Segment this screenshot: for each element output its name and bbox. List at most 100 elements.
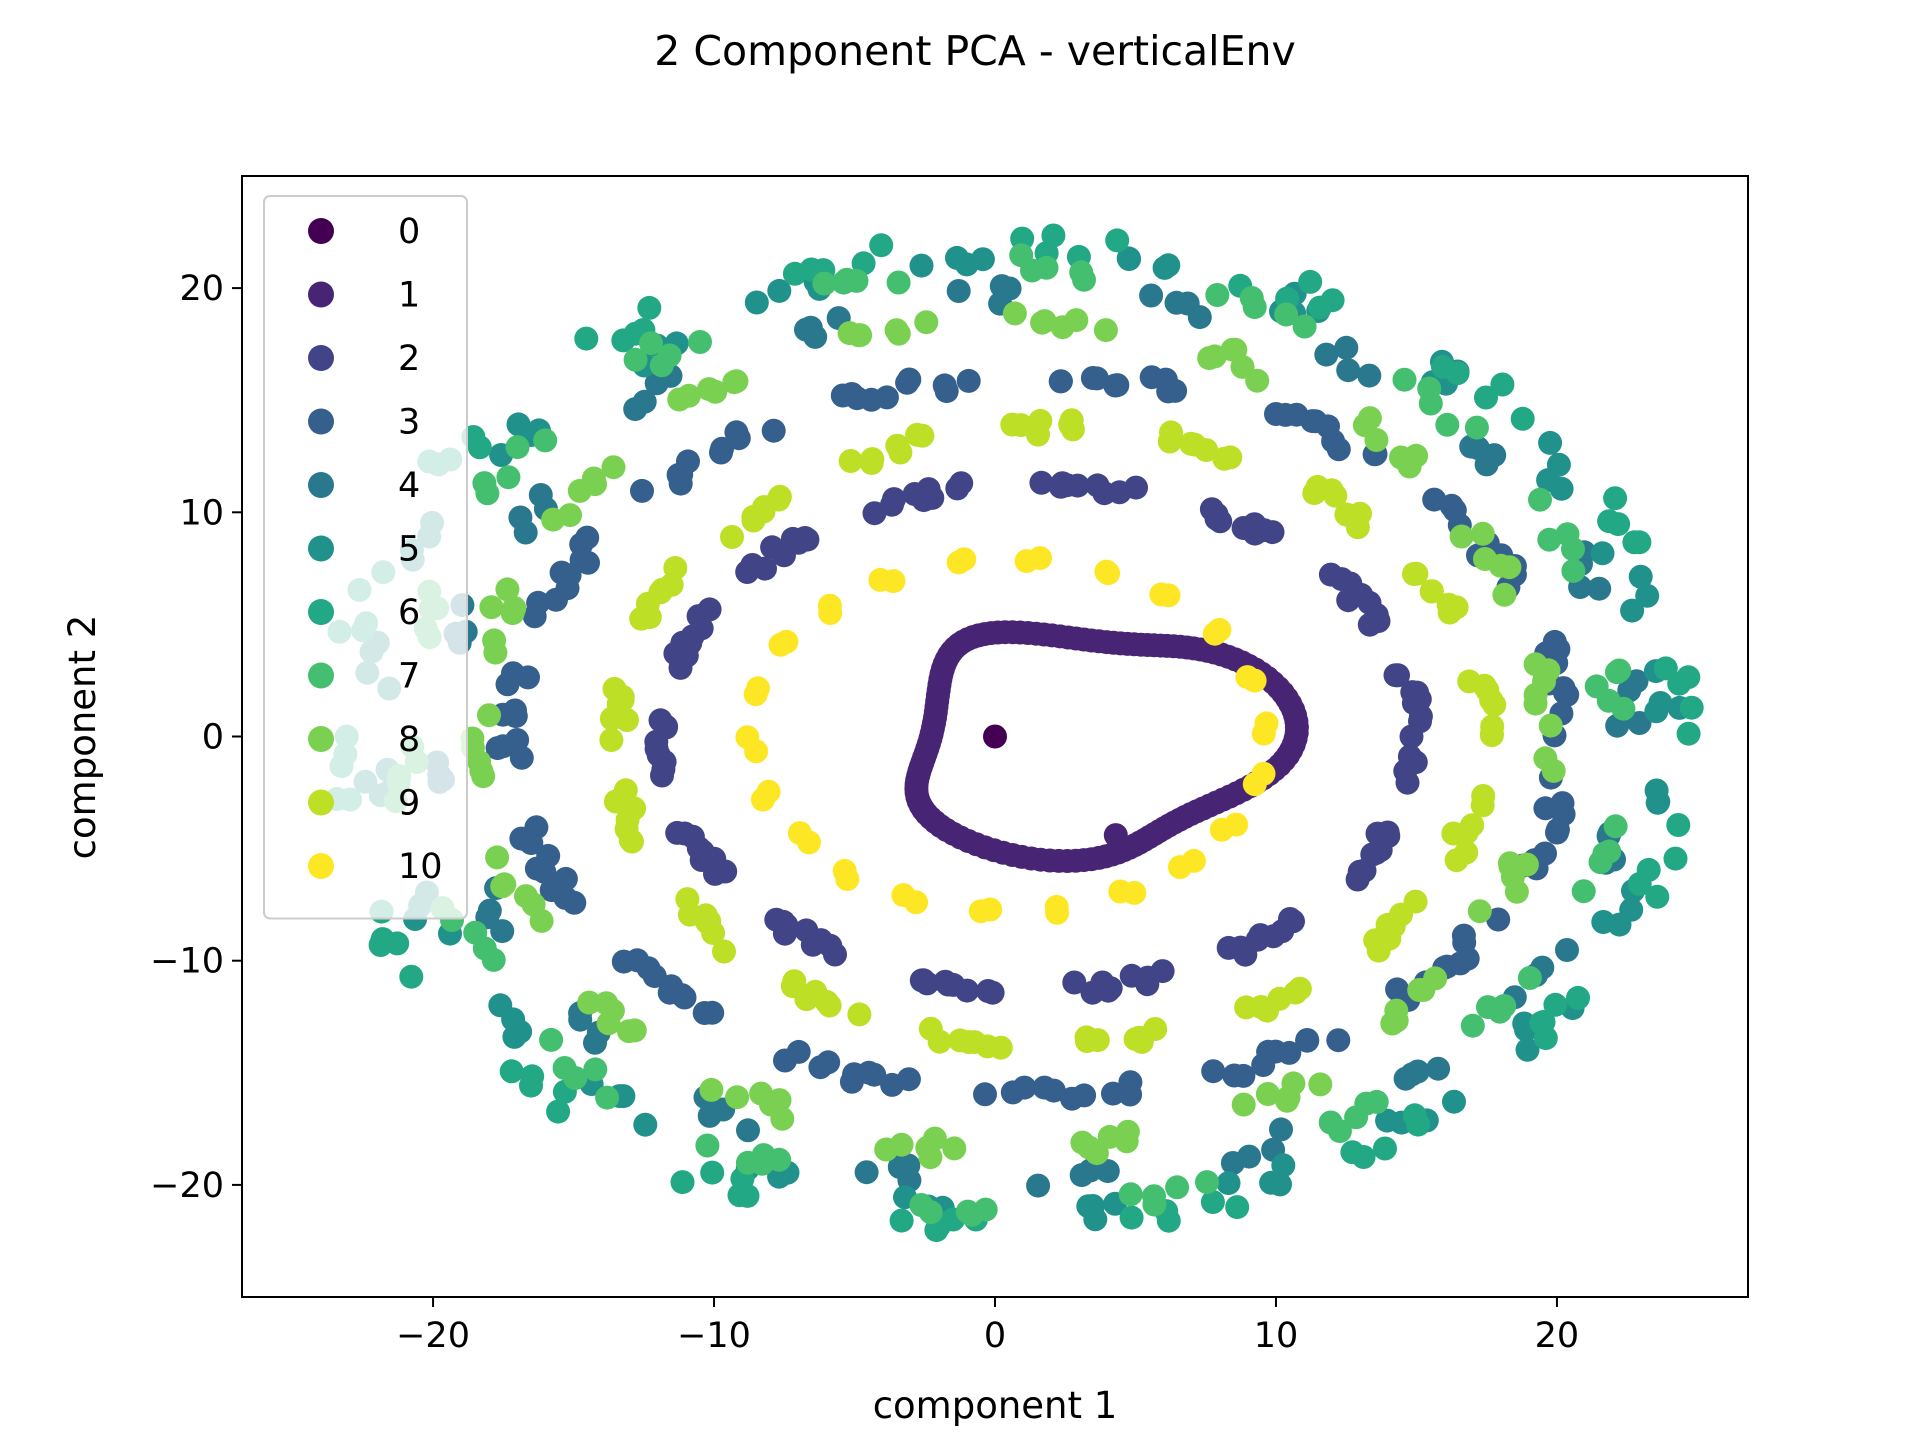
data-point-series-6 <box>1490 372 1515 397</box>
data-point-series-3 <box>562 890 587 915</box>
data-point-series-7 <box>1464 415 1489 440</box>
data-point-series-8 <box>1492 582 1517 607</box>
data-point-series-2 <box>650 763 674 788</box>
data-point-series-8 <box>500 601 525 626</box>
data-point-series-4 <box>583 1030 607 1055</box>
data-point-series-8 <box>1523 652 1548 677</box>
data-point-series-3 <box>1542 629 1567 654</box>
data-point-series-6 <box>1636 857 1661 882</box>
data-point-series-7 <box>595 1085 620 1110</box>
data-point-series-4 <box>794 317 818 342</box>
legend-label-8: 8 <box>398 720 420 760</box>
data-point-series-9 <box>847 1002 872 1027</box>
data-point-series-2 <box>760 535 785 560</box>
y-tick-label: 0 <box>202 718 224 758</box>
data-point-series-7 <box>539 1027 564 1052</box>
data-point-series-8 <box>1231 1092 1256 1117</box>
data-point-series-9 <box>1212 446 1237 471</box>
data-point-series-2 <box>1408 709 1432 734</box>
data-point-series-3 <box>896 1067 921 1092</box>
data-point-series-9 <box>859 451 884 475</box>
data-point-series-6 <box>1622 530 1647 555</box>
data-point-series-5 <box>1268 1172 1292 1197</box>
data-point-series-4 <box>946 279 971 303</box>
data-point-series-10 <box>743 682 768 707</box>
data-point-series-4 <box>854 1160 879 1185</box>
data-point-series-3 <box>1422 487 1447 512</box>
legend-marker-9 <box>308 789 334 816</box>
data-point-series-7 <box>1195 1170 1219 1195</box>
scatter-points <box>324 223 1704 1243</box>
data-point-series-4 <box>736 1118 760 1143</box>
data-point-series-8 <box>1449 524 1474 549</box>
data-point-series-4 <box>1237 1144 1262 1169</box>
data-point-series-3 <box>1303 409 1328 434</box>
legend-label-7: 7 <box>398 657 420 697</box>
legend-marker-5 <box>308 535 334 562</box>
data-point-series-9 <box>1479 723 1504 748</box>
data-point-series-7 <box>505 435 530 460</box>
data-point-series-4 <box>1426 1056 1451 1081</box>
data-point-series-4 <box>490 919 515 944</box>
data-point-series-7 <box>1603 814 1628 839</box>
data-point-series-9 <box>905 422 930 447</box>
data-point-series-8 <box>1423 966 1448 991</box>
data-point-series-9 <box>1009 413 1033 438</box>
data-point-series-9 <box>1028 408 1053 433</box>
legend-marker-1 <box>308 281 334 308</box>
data-point-series-9 <box>720 525 744 549</box>
data-point-series-7 <box>695 1133 720 1158</box>
data-point-series-5 <box>1271 1153 1296 1178</box>
legend-box <box>263 195 468 920</box>
data-point-series-3 <box>519 831 544 856</box>
x-tick-label: −10 <box>677 1316 751 1356</box>
legend-label-0: 0 <box>398 212 420 252</box>
data-point-series-6 <box>1645 884 1670 909</box>
data-point-series-2 <box>1400 680 1425 705</box>
data-point-series-2 <box>772 921 797 946</box>
legend-marker-10 <box>308 853 334 879</box>
data-point-series-2 <box>1397 744 1422 769</box>
data-point-series-5 <box>767 278 792 303</box>
data-point-series-8 <box>495 577 520 602</box>
data-point-series-4 <box>644 371 669 396</box>
data-point-series-3 <box>956 368 981 393</box>
data-point-series-7 <box>1435 412 1460 437</box>
data-point-series-6 <box>1351 1145 1376 1169</box>
data-point-series-10 <box>1096 561 1121 586</box>
data-point-series-7 <box>1392 367 1417 392</box>
data-point-series-10 <box>744 739 769 764</box>
data-point-series-9 <box>1305 474 1330 499</box>
data-point-series-5 <box>1590 541 1615 566</box>
data-point-series-7 <box>1555 522 1580 547</box>
data-point-series-7 <box>1528 487 1552 512</box>
data-point-series-3 <box>1048 369 1073 394</box>
data-point-series-3 <box>491 734 516 759</box>
data-point-series-6 <box>1663 846 1688 871</box>
data-point-series-3 <box>1222 1063 1247 1088</box>
data-point-series-10 <box>978 897 1003 922</box>
data-point-series-7 <box>955 1199 980 1224</box>
data-point-series-8 <box>477 703 501 728</box>
data-point-series-8 <box>1093 318 1118 343</box>
data-point-series-10 <box>1251 761 1276 786</box>
data-point-series-5 <box>1080 1194 1105 1218</box>
data-point-series-3 <box>1072 1083 1097 1108</box>
data-point-series-5 <box>1512 1011 1537 1036</box>
data-point-series-8 <box>485 845 510 870</box>
data-point-series-6 <box>869 233 894 258</box>
data-point-series-7 <box>1607 658 1632 683</box>
legend-marker-3 <box>308 408 334 435</box>
data-point-series-3 <box>516 665 540 690</box>
data-point-series-7 <box>623 347 648 372</box>
data-point-series-6 <box>1373 1136 1397 1161</box>
data-point-series-6 <box>1200 1190 1225 1214</box>
legend-marker-8 <box>308 726 334 752</box>
data-point-series-3 <box>509 745 534 770</box>
data-point-series-8 <box>596 1011 621 1036</box>
data-point-series-8 <box>1497 555 1522 580</box>
data-point-series-7 <box>886 270 911 295</box>
legend-marker-0 <box>308 218 334 244</box>
data-point-series-9 <box>1460 813 1485 838</box>
data-point-series-7 <box>1142 1192 1167 1217</box>
